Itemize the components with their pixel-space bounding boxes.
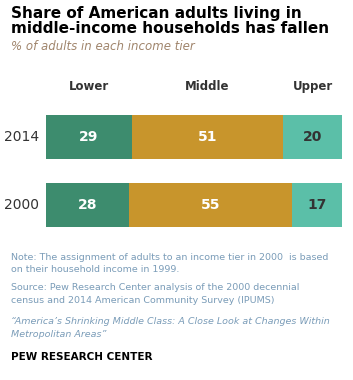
Bar (46, 115, 132, 159)
Text: % of adults in each income tier: % of adults in each income tier (11, 40, 195, 53)
Text: 51: 51 (198, 130, 217, 144)
Text: 2014: 2014 (4, 130, 39, 144)
Bar (132, 115, 283, 159)
Text: 17: 17 (307, 198, 327, 212)
Text: middle-income households has fallen: middle-income households has fallen (11, 21, 329, 36)
Text: Source: Pew Research Center analysis of the 2000 decennial
census and 2014 Ameri: Source: Pew Research Center analysis of … (11, 283, 299, 305)
Bar (283, 115, 342, 159)
Text: 28: 28 (78, 198, 97, 212)
Text: “America’s Shrinking Middle Class: A Close Look at Changes Within
Metropolitan A: “America’s Shrinking Middle Class: A Clo… (11, 317, 329, 339)
Bar (292, 183, 342, 227)
Text: Note: The assignment of adults to an income tier in 2000  is based
on their hous: Note: The assignment of adults to an inc… (11, 253, 328, 274)
Text: Share of American adults living in: Share of American adults living in (11, 6, 301, 21)
Bar (46, 183, 129, 227)
Bar (129, 183, 292, 227)
Text: 2000: 2000 (4, 198, 39, 212)
Text: PEW RESEARCH CENTER: PEW RESEARCH CENTER (11, 352, 152, 361)
Text: 55: 55 (201, 198, 220, 212)
Text: Lower: Lower (69, 80, 109, 93)
Text: Upper: Upper (293, 80, 333, 93)
Text: 20: 20 (303, 130, 322, 144)
Text: 29: 29 (79, 130, 98, 144)
Text: Middle: Middle (185, 80, 230, 93)
